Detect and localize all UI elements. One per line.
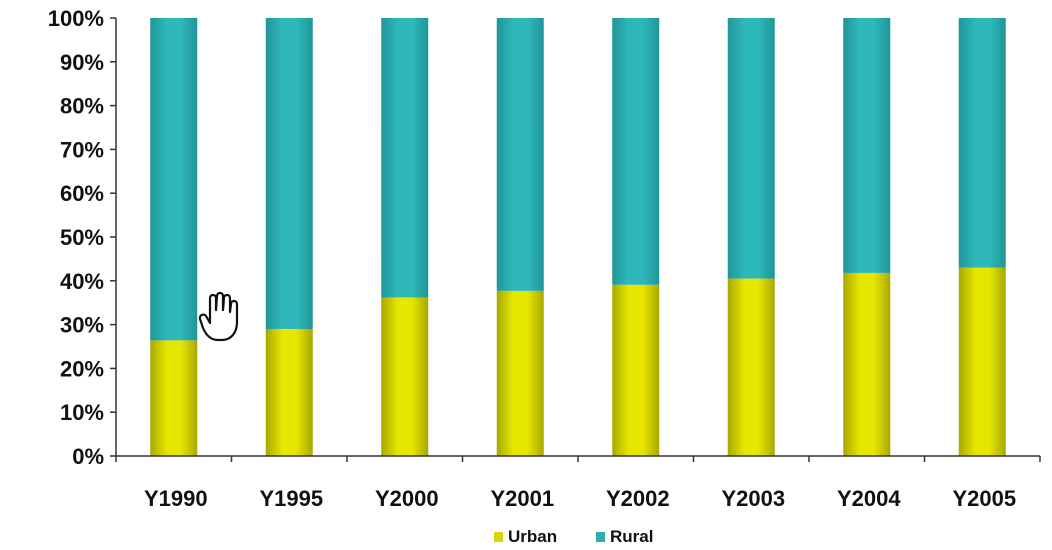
labels-layer: 0% 10% 20% 30% 40% 50% 60% 70% 80% 90% 100% Y1990 Y1… (48, 6, 1016, 511)
legend-swatch-urban (494, 532, 503, 542)
bar-urban-y2005 (958, 267, 1006, 456)
bar-rural-y2001 (496, 18, 544, 291)
x-tick-label: Y2004 (837, 486, 901, 511)
legend: Urban Rural (494, 527, 653, 546)
x-tick-label: Y2003 (721, 486, 785, 511)
y-tick-label: 60% (60, 181, 104, 206)
y-tick-label: 30% (60, 313, 104, 338)
y-tick-label: 20% (60, 356, 104, 381)
bar-urban-y2002 (612, 284, 660, 456)
bar-urban-y1990 (150, 340, 198, 456)
bar-rural-y1990 (150, 18, 198, 341)
x-tick-label: Y2001 (490, 486, 554, 511)
x-tick-label: Y2005 (952, 486, 1016, 511)
y-tick-label: 80% (60, 94, 104, 119)
bar-rural-y2004 (843, 18, 891, 273)
x-tick-label: Y1990 (144, 486, 208, 511)
bar-urban-y1995 (265, 328, 313, 456)
legend-label-rural: Rural (610, 527, 653, 546)
bar-rural-y1995 (265, 18, 313, 329)
bar-rural-y2000 (381, 18, 429, 298)
y-tick-label: 100% (48, 6, 104, 31)
bar-urban-y2001 (496, 290, 544, 456)
bar-rural-y2003 (727, 18, 775, 279)
x-tick-label: Y2002 (606, 486, 670, 511)
hand-pointer-icon (198, 291, 239, 342)
y-tick-label: 70% (60, 137, 104, 162)
bar-urban-y2000 (381, 297, 429, 456)
y-tick-label: 10% (60, 400, 104, 425)
axes-layer (110, 17, 1041, 462)
legend-swatch-rural (596, 532, 605, 542)
bars-layer (150, 18, 1006, 456)
legend-label-urban: Urban (508, 527, 557, 546)
bar-rural-y2005 (958, 18, 1006, 268)
y-tick-label: 90% (60, 50, 104, 75)
y-tick-label: 0% (72, 444, 104, 469)
bar-rural-y2002 (612, 18, 660, 285)
y-tick-label: 40% (60, 269, 104, 294)
bar-urban-y2003 (727, 278, 775, 456)
y-tick-label: 50% (60, 225, 104, 250)
x-tick-label: Y2000 (375, 486, 439, 511)
bar-urban-y2004 (843, 272, 891, 456)
x-tick-label: Y1995 (259, 486, 323, 511)
